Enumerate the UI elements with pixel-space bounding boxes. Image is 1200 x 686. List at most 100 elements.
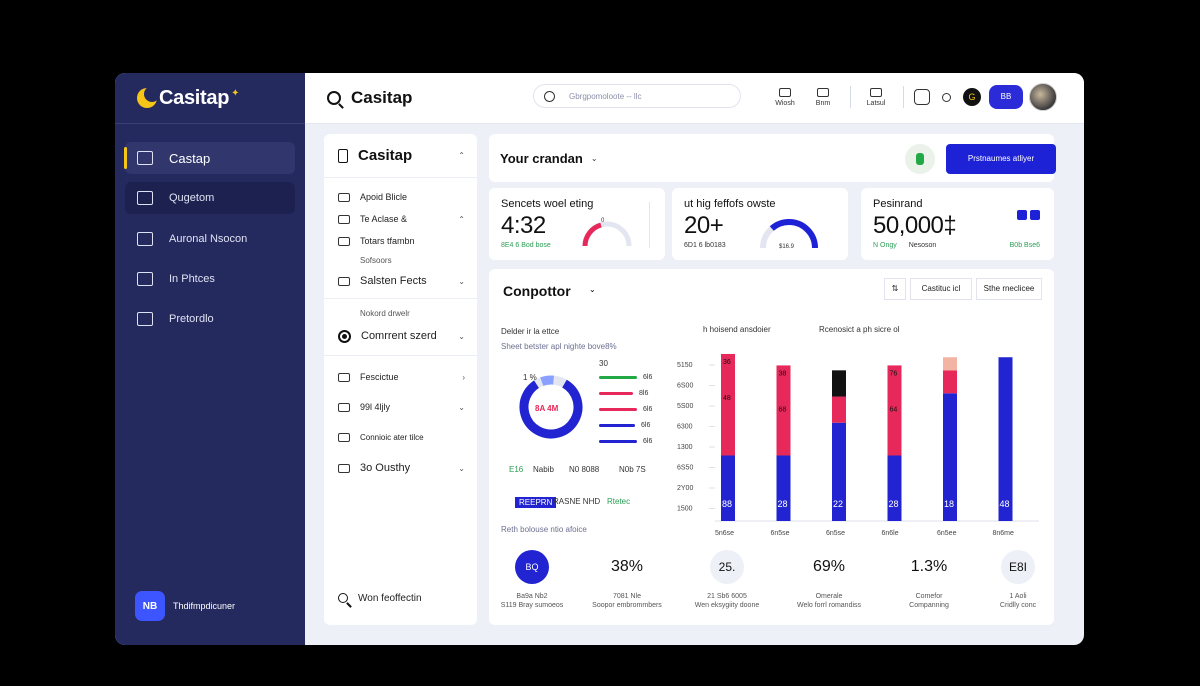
kpi-4[interactable]: 69% Omerale Welo forrl romandiss [779, 550, 879, 610]
sidebar-user[interactable]: NB Thdifmpdicuner [135, 591, 235, 621]
search-icon [338, 593, 348, 603]
mini-bar [599, 407, 637, 411]
mini-bar-label: 6l6 [643, 437, 653, 445]
sidebar-item-label: Auronal Nsocon [169, 233, 248, 245]
sidebar-item-label: Qugetom [169, 192, 215, 204]
kpi-6[interactable]: E8I 1 Aoli Cridlly conc [968, 550, 1068, 610]
mic-icon[interactable] [905, 144, 935, 174]
sidebar-item-phtces[interactable]: In Phtces [125, 264, 295, 294]
list-item[interactable]: Te Aclase & ⌃ [324, 208, 477, 230]
kpi-label: Omerale Welo forrl romandiss [796, 593, 862, 609]
legend-chip[interactable]: REEPRN [515, 497, 557, 508]
list-item[interactable]: Apoid Blicle [324, 186, 477, 208]
y-tick-label: 5S00 [677, 403, 693, 410]
panel-footer[interactable]: Won feoffectin [324, 587, 422, 609]
bar-mid-label: 68 [779, 406, 787, 413]
list-item-label: Connioic ater tilce [360, 432, 424, 442]
grid-icon [338, 372, 350, 382]
kpi-icon: BQ [515, 550, 549, 584]
donut-top-label: 1 % [523, 373, 537, 382]
y-tick-label: 6300 [677, 424, 693, 431]
main-area: Casitap Gbrgpomoloote -- llc Wiosh Bnm L… [305, 73, 1084, 645]
search-icon[interactable] [327, 91, 341, 105]
table-icon [338, 214, 350, 224]
chevron-down-icon[interactable]: ⌄ [589, 285, 596, 294]
list-item[interactable]: Totars tfambn [324, 230, 477, 252]
bar-segment-red [776, 365, 791, 456]
legend-item: Nabib [533, 465, 554, 474]
left-panel-header[interactable]: Casitap ⌃ [324, 134, 477, 178]
settings-icon[interactable] [942, 92, 951, 102]
kpi-label: 7081 Nle Soopor embrommbers [592, 593, 662, 609]
group-label: Comrrent szerd [361, 330, 437, 342]
puzzle-icon [137, 312, 153, 326]
sidebar-item-label: Pretordlo [169, 313, 214, 325]
bar-top-label: 76 [890, 370, 898, 377]
pill-button[interactable]: BB [989, 85, 1023, 109]
bnm-button[interactable]: Bnm [808, 87, 838, 107]
search-input[interactable]: Gbrgpomoloote -- llc [533, 84, 741, 108]
tab-sthe[interactable]: Sthe rneclicee [976, 278, 1042, 300]
x-tick-label: 8n6me [993, 530, 1015, 537]
section-title: Your crandan [500, 150, 583, 166]
legend-chip[interactable]: Rtetec [607, 497, 631, 506]
chevron-up-icon: ⌃ [458, 214, 465, 224]
chevron-down-icon[interactable]: ⌄ [590, 153, 598, 163]
tab-castituc[interactable]: Castituc icl [910, 278, 972, 300]
sidebar-item-pretordlo[interactable]: Pretordlo [125, 304, 295, 334]
tag-icon[interactable] [1017, 210, 1027, 220]
sidebar-item-castap[interactable]: Castap [124, 142, 295, 174]
primary-button[interactable]: Prstnaumes atliyer [946, 144, 1056, 174]
x-tick-label: 6n5se [826, 530, 845, 537]
list-item[interactable]: 3o Ousthy ⌄ [324, 452, 477, 484]
divider [324, 355, 477, 356]
avatar[interactable] [1029, 83, 1057, 111]
kpi-5[interactable]: 1.3% Comefor Companning [879, 550, 979, 610]
bar-chart-title-a: h hoisend ansdoier [703, 325, 771, 334]
group-comrrent[interactable]: Comrrent szerd ⌄ [324, 323, 477, 349]
y-tick-label: 1500 [677, 506, 693, 513]
stat-sub: N Ongy [873, 242, 897, 249]
mini-bar-row: 6l6 [599, 369, 659, 385]
calendar-icon[interactable] [914, 89, 930, 105]
brand-name: Casitap [159, 86, 230, 109]
bar-value-label: 48 [1000, 499, 1010, 509]
mini-bar-row: 6l6 [599, 433, 659, 449]
list-item[interactable]: Fescictue › [324, 362, 477, 392]
group-salsten[interactable]: Salsten Fects ⌄ [324, 270, 477, 292]
kpi-3[interactable]: 25. 21 Sb6 6005 Wen eksygiity doone [677, 550, 777, 610]
bar-segment-blue [721, 455, 735, 521]
action-label: Wiosh [775, 99, 795, 107]
mini-bar [599, 439, 637, 443]
latsul-button[interactable]: Latsul [861, 87, 891, 107]
wiosh-button[interactable]: Wiosh [770, 87, 800, 107]
bottom-note: Reth bolouse ntio afoice [501, 525, 587, 534]
x-tick-label: 6n5ee [937, 530, 957, 537]
badge-icon[interactable]: G [963, 88, 981, 106]
kpi-1[interactable]: BQ Ba9a Nb2 S119 Bray sumoeos [482, 550, 582, 610]
filter-icon[interactable]: ⇅ [884, 278, 906, 300]
kpi-2[interactable]: 38% 7081 Nle Soopor embrommbers [577, 550, 677, 610]
list-item[interactable]: 99l 4ljly ⌄ [324, 392, 477, 422]
search-placeholder: Gbrgpomoloote -- llc [569, 91, 642, 101]
stat-label: ut hig feffofs owste [684, 198, 776, 210]
mini-bar-label: 6l6 [643, 405, 653, 413]
action-label: Latsul [866, 99, 886, 107]
kpi-label: 21 Sb6 6005 Wen eksygiity doone [694, 593, 760, 609]
topbar-actions: Wiosh Bnm Latsul G BB [770, 83, 1057, 111]
bar-mid-label: 48 [723, 395, 731, 402]
mini-top-label: 30 [599, 359, 608, 368]
sidebar-item-qugetom[interactable]: Qugetom [125, 182, 295, 214]
chevron-down-icon: ⌄ [458, 276, 465, 286]
tag-icon[interactable] [1030, 210, 1040, 220]
stat-sub: 6D1 6 lb0183 [684, 242, 726, 249]
brand-logo[interactable]: Casitap ✦ [115, 73, 305, 124]
sidebar-item-auronal[interactable]: Auronal Nsocon [125, 224, 295, 254]
chevron-up-icon[interactable]: ⌃ [458, 151, 465, 160]
legend-chip[interactable]: RASNE NHD [553, 497, 601, 506]
gauge-label: 0 [601, 218, 605, 224]
list-item[interactable]: Connioic ater tilce [324, 422, 477, 452]
list-item-label: Te Aclase & [360, 214, 408, 224]
left-panel-title: Casitap [358, 147, 413, 164]
chevron-down-icon: ⌄ [458, 463, 465, 473]
